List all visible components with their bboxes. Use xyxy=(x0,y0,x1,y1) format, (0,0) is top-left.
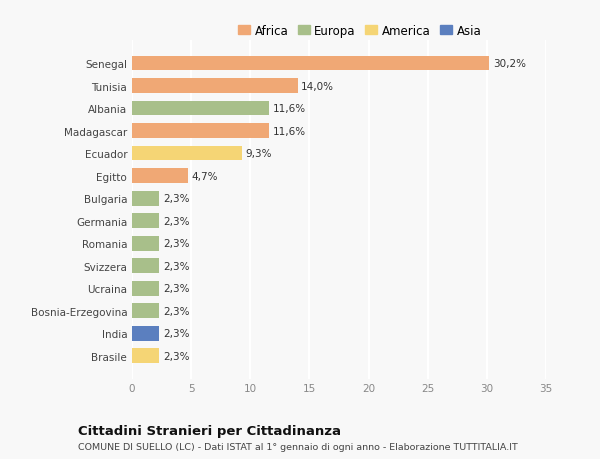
Bar xyxy=(132,349,159,364)
Bar xyxy=(132,214,159,229)
Text: 2,3%: 2,3% xyxy=(163,351,189,361)
Text: 11,6%: 11,6% xyxy=(273,104,306,114)
Bar xyxy=(132,79,298,94)
Text: 14,0%: 14,0% xyxy=(301,81,334,91)
Bar xyxy=(132,124,269,139)
Bar xyxy=(132,146,242,161)
Text: 2,3%: 2,3% xyxy=(163,306,189,316)
Bar xyxy=(132,236,159,251)
Text: 2,3%: 2,3% xyxy=(163,194,189,204)
Bar xyxy=(132,326,159,341)
Text: 11,6%: 11,6% xyxy=(273,126,306,136)
Text: 2,3%: 2,3% xyxy=(163,261,189,271)
Bar xyxy=(132,101,269,116)
Text: COMUNE DI SUELLO (LC) - Dati ISTAT al 1° gennaio di ogni anno - Elaborazione TUT: COMUNE DI SUELLO (LC) - Dati ISTAT al 1°… xyxy=(78,442,518,451)
Legend: Africa, Europa, America, Asia: Africa, Europa, America, Asia xyxy=(233,20,486,43)
Bar xyxy=(132,191,159,206)
Bar xyxy=(132,281,159,296)
Text: 2,3%: 2,3% xyxy=(163,329,189,339)
Text: 9,3%: 9,3% xyxy=(245,149,272,159)
Bar xyxy=(132,56,489,71)
Text: 2,3%: 2,3% xyxy=(163,216,189,226)
Text: 30,2%: 30,2% xyxy=(493,59,526,69)
Text: 4,7%: 4,7% xyxy=(191,171,218,181)
Text: 2,3%: 2,3% xyxy=(163,284,189,294)
Bar xyxy=(132,169,188,184)
Bar xyxy=(132,304,159,319)
Text: Cittadini Stranieri per Cittadinanza: Cittadini Stranieri per Cittadinanza xyxy=(78,424,341,437)
Text: 2,3%: 2,3% xyxy=(163,239,189,249)
Bar xyxy=(132,259,159,274)
